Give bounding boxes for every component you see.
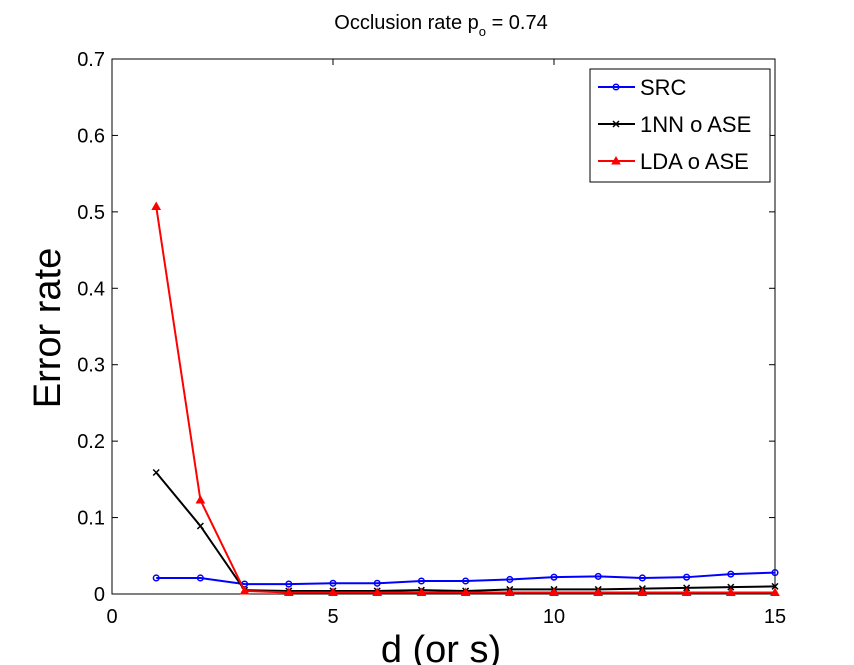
data-point-lda-o-ase	[725, 587, 736, 596]
y-tick-label: 0.1	[77, 508, 105, 530]
data-point-lda-o-ase	[549, 587, 559, 596]
data-point-1nn-o-ase	[196, 522, 204, 530]
chart-title-main: Occlusion rate p	[334, 12, 479, 34]
data-point-1nn-o-ase	[727, 583, 735, 591]
data-point-1nn-o-ase	[771, 582, 779, 590]
data-point-src	[594, 572, 602, 580]
data-point-src	[462, 577, 470, 585]
data-point-lda-o-ase	[637, 587, 648, 596]
data-point-src	[152, 574, 160, 582]
y-tick-label: 0.2	[77, 431, 105, 453]
data-point-src	[550, 573, 558, 581]
data-point-lda-o-ase	[460, 587, 471, 596]
data-point-lda-o-ase	[770, 587, 780, 596]
series-line-1nn-o-ase	[155, 471, 776, 592]
legend-label-lda-o-ase: LDA o ASE	[640, 149, 749, 174]
data-point-lda-o-ase	[195, 494, 206, 504]
data-point-src	[638, 574, 646, 582]
data-point-lda-o-ase	[504, 587, 515, 596]
data-point-lda-o-ase	[151, 201, 162, 211]
x-tick-label: 0	[106, 606, 117, 628]
x-tick-label: 10	[543, 606, 565, 628]
data-point-1nn-o-ase	[152, 468, 160, 477]
data-point-lda-o-ase	[328, 587, 338, 596]
series-line-src	[156, 571, 776, 586]
data-point-src	[771, 569, 779, 577]
legend-marker-lda-o-ase	[611, 155, 621, 165]
y-tick-label: 0.5	[77, 202, 105, 224]
y-tick-label: 0	[94, 584, 105, 606]
legend-marker-src	[612, 83, 620, 91]
data-point-src	[329, 579, 337, 587]
data-point-src	[417, 577, 425, 585]
chart-title-suffix: = 0.74	[486, 12, 548, 34]
x-tick-label: 5	[327, 606, 338, 628]
plot-area: 0 5 10 15 0 0.1 0.2 0.3 0.4 0.5 0.6 0.7 SRC 1NN o ASE…	[77, 49, 786, 628]
data-point-lda-o-ase	[372, 587, 383, 596]
legend-marker-1nn-o-ase	[612, 120, 620, 128]
y-tick-label: 0.3	[77, 355, 105, 377]
data-point-src	[196, 574, 204, 582]
data-point-lda-o-ase	[593, 587, 604, 596]
data-point-src	[683, 573, 691, 581]
data-point-lda-o-ase	[239, 585, 250, 595]
data-point-lda-o-ase	[681, 587, 692, 596]
x-axis-label: d (or s)	[381, 629, 501, 665]
y-axis-label: Error rate	[27, 248, 69, 408]
series-line-lda-o-ase	[155, 206, 775, 594]
y-tick-label: 0.4	[77, 278, 105, 300]
chart-title-subscript: o	[479, 24, 486, 39]
axes-frame	[111, 58, 776, 595]
data-point-src	[373, 579, 381, 587]
data-point-src	[727, 570, 735, 578]
x-tick-label: 15	[764, 606, 786, 628]
data-point-lda-o-ase	[283, 587, 294, 596]
y-tick-label: 0.6	[77, 125, 105, 147]
data-point-src	[506, 575, 514, 584]
legend-label-1nn-o-ase: 1NN o ASE	[640, 112, 751, 137]
data-point-lda-o-ase	[416, 587, 427, 596]
legend-label-src: SRC	[640, 75, 687, 100]
chart-title: Occlusion rate po = 0.74	[334, 12, 547, 39]
data-point-src	[285, 580, 293, 588]
y-tick-label: 0.7	[77, 49, 105, 71]
